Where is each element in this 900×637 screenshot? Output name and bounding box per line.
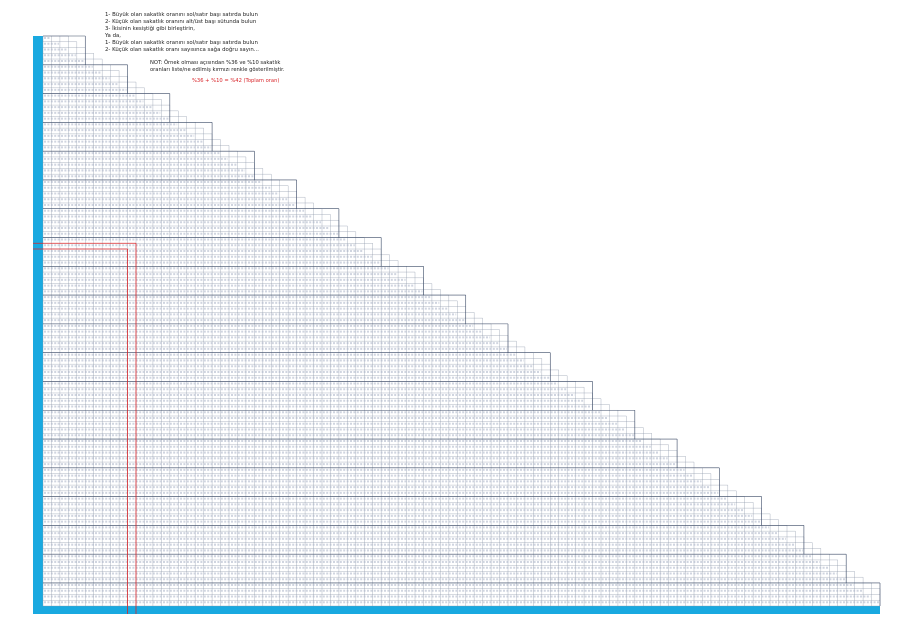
highlight-row — [33, 242, 136, 250]
block-outlines — [43, 35, 881, 606]
grid-lines — [42, 35, 881, 607]
instruction-line: 2- Küçük olan sakatlık oranı sayısınca s… — [105, 47, 259, 53]
example-note: NOT: Örnek olması açısından %36 ve %10 s… — [150, 60, 320, 74]
cell-values — [44, 37, 879, 604]
instruction-line: 1- Büyük olan sakatlık oranını sol/satır… — [105, 12, 258, 18]
instruction-line: Ya da, — [105, 33, 122, 39]
highlight-column — [127, 243, 137, 614]
instruction-line: 3- İkisinin kesiştiği gibi birleştirin, — [105, 26, 196, 32]
row-header-column — [33, 36, 43, 614]
instruction-line: 2- Küçük olan sakatlık oranını alt/üst b… — [105, 19, 257, 25]
instruction-line: 1- Büyük olan sakatlık oranını sol/satır… — [105, 40, 258, 46]
column-header-row — [33, 606, 880, 614]
note-line: oranları liste/ne edilmiş kırmızı renkle… — [150, 67, 285, 73]
note-line: NOT: Örnek olması açısından %36 ve %10 s… — [150, 60, 281, 66]
instructions-block: 1- Büyük olan sakatlık oranını sol/satır… — [105, 12, 335, 54]
example-formula: %36 + %10 = %42 (Toplam oran) — [192, 78, 280, 84]
